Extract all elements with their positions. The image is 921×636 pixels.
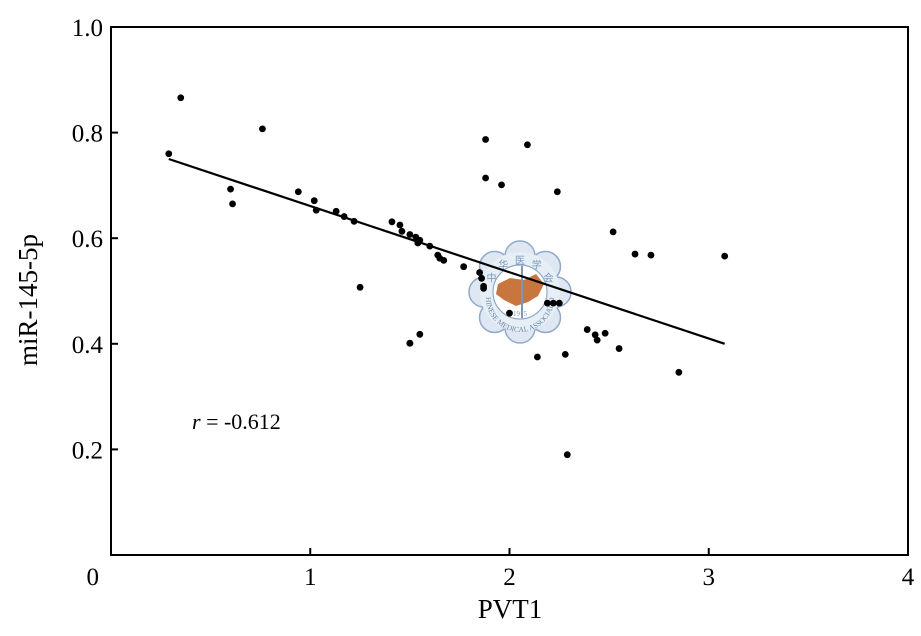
data-point [583, 326, 591, 333]
data-point [482, 136, 489, 143]
y-axis-title: miR-145-5p [13, 234, 43, 366]
data-point [460, 263, 468, 271]
y-tick-label: 1.0 [72, 15, 103, 42]
trendline [168, 157, 726, 345]
seal-char: 中 [486, 271, 496, 284]
data-point [506, 309, 513, 317]
data-point [593, 336, 601, 344]
data-point [310, 197, 318, 205]
data-point [533, 353, 541, 361]
y-tick-label: 0.6 [72, 226, 103, 253]
y-tick-label: 0.8 [72, 121, 103, 148]
axes: 0 1 2 3 4 0.2 0.4 0.6 0.8 1.0 [72, 15, 915, 591]
seal-char: 医 [515, 255, 525, 267]
data-point [177, 94, 185, 102]
data-point [229, 200, 236, 208]
correlation-symbol: r [192, 409, 201, 434]
data-point [398, 227, 406, 235]
data-point [478, 274, 486, 282]
data-point [294, 188, 302, 196]
x-axis-title: PVT1 [478, 594, 543, 624]
data-point [259, 125, 266, 133]
data-point [561, 350, 569, 358]
x-tick-label: 4 [902, 564, 915, 591]
data-points [165, 94, 729, 459]
data-point [482, 174, 489, 182]
data-point [555, 299, 563, 307]
data-point [524, 141, 531, 149]
seal-char: 学 [532, 259, 542, 272]
data-point [406, 231, 414, 238]
data-point [609, 228, 617, 236]
data-point [406, 339, 414, 347]
y-tick-label: 0.2 [72, 437, 103, 464]
china-map-icon [496, 274, 544, 306]
data-point [563, 451, 571, 459]
data-point [631, 250, 639, 258]
data-point [675, 368, 683, 376]
seal-year: 1915 [513, 310, 528, 318]
x-tick-label: 2 [503, 564, 516, 591]
data-point [498, 181, 505, 189]
trendline-group [168, 157, 726, 345]
seal-char: 华 [498, 259, 508, 272]
x-tick-label: 1 [304, 564, 317, 591]
watermark-seal: 中华医学会1915CHINESE MEDICAL ASSOCIATION [0, 0, 572, 344]
labels: PVT1 miR-145-5p r = -0.612 [13, 234, 542, 624]
data-point [647, 251, 655, 259]
data-point [721, 252, 729, 260]
data-point [476, 269, 484, 276]
correlation-annotation: r = -0.612 [192, 409, 281, 434]
data-point [227, 185, 234, 193]
data-point [396, 221, 404, 229]
data-point [416, 330, 424, 338]
data-point [553, 188, 561, 196]
data-point [388, 218, 396, 226]
correlation-value: = -0.612 [201, 409, 281, 434]
seal-char: 会 [544, 271, 554, 284]
y-tick-label: 0.4 [72, 332, 104, 359]
data-point [591, 331, 599, 339]
x-tick-label: 0 [87, 564, 100, 591]
data-point [480, 282, 487, 290]
data-point [440, 256, 448, 264]
x-tick-label: 3 [703, 564, 716, 591]
data-point [543, 299, 551, 307]
data-point [601, 329, 609, 337]
data-point [615, 345, 623, 352]
data-point [549, 299, 557, 307]
data-point [165, 150, 173, 158]
data-point [356, 283, 364, 291]
